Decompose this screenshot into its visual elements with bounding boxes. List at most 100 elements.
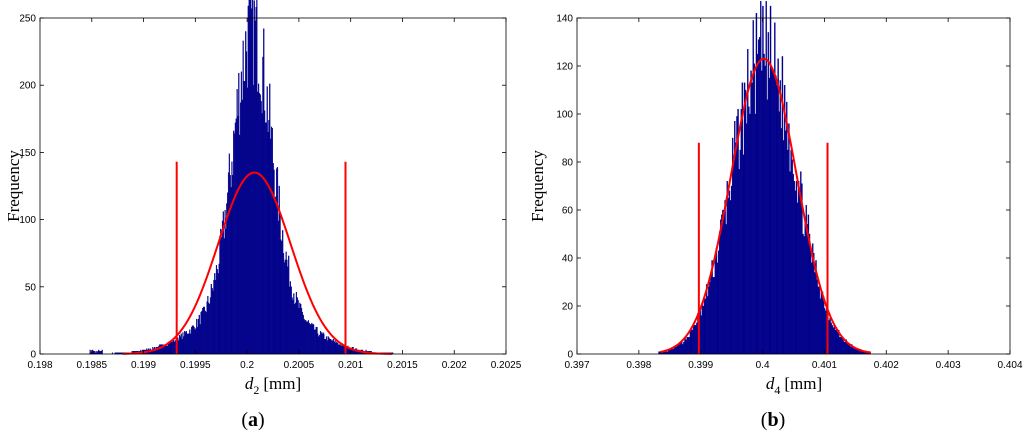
panel-paren-close-b: ) [779,409,786,431]
histogram-bar [819,298,822,355]
histogram-bar [770,68,773,355]
x-tick-label: 0.199 [131,360,156,371]
histogram-bar [789,171,791,355]
histogram-bar [802,233,804,355]
x-tick-label: 0.401 [812,360,837,371]
x-tick-label: 0.399 [688,360,713,371]
x-tick-label: 0.1995 [180,360,211,371]
x-tick-label: 0.2005 [284,360,315,371]
histogram-bar [712,277,714,355]
x-subscript-b: 4 [774,383,780,397]
histogram-bar [772,70,774,355]
y-tick-label: 200 [19,81,36,92]
histogram-bar [724,200,726,355]
x-tick-label: 0.1985 [76,360,107,371]
histogram-bar [677,344,680,355]
histogram-bar [835,327,838,355]
histogram-bar [726,181,728,355]
histogram-bar [766,99,768,355]
histogram-bar [779,80,781,355]
histogram-bar [763,53,765,355]
panel-label-a: (a) [241,409,264,431]
histogram-bar [794,190,797,355]
histogram-bar [746,123,748,355]
histogram-bar [821,291,824,355]
histogram-bar [823,308,826,355]
histogram-bar [855,349,857,355]
histogram-bar [832,327,835,355]
histogram-bar [702,305,705,355]
histogram-bar [769,5,772,355]
histogram-bar [737,109,739,355]
histogram-bar [814,272,816,355]
histogram-bar [692,325,695,355]
panel-paren-open-a: ( [241,409,248,431]
y-tick-label: 150 [19,148,36,159]
x-tick-label: 0.402 [874,360,899,371]
panel-paren-close-a: ) [258,409,265,431]
y-tick-label: 100 [556,110,573,121]
histogram-bar [753,63,755,355]
histogram-bar [813,253,815,355]
histogram-bar [783,85,786,355]
histogram-bar [686,337,688,355]
histogram-bar [793,181,796,355]
histogram-bar [718,231,721,355]
histogram-bar [685,339,687,355]
y-tick-label: 100 [19,215,36,226]
histogram-bar [750,70,752,355]
histogram-bar [681,341,683,355]
histogram-bar [744,89,747,355]
histogram-bar [704,298,707,355]
histogram-bar [786,101,788,355]
histogram-bar [765,1,767,355]
histogram-bar [695,325,697,355]
histogram-bar [841,337,843,355]
histogram-bar [777,58,779,355]
histogram-bar [790,149,792,355]
histogram-bar [707,296,709,355]
histogram-bar [818,286,820,355]
y-axis-label-a: Frequency [4,150,23,222]
histogram-bar [717,250,720,355]
x-unit-a: [mm] [263,374,301,393]
histogram-bar [809,250,812,355]
y-tick-label: 20 [562,302,574,313]
histogram-bar [834,329,837,355]
histogram-bar [780,128,783,355]
x-tick-label: 0.2025 [491,360,522,371]
x-tick-label: 0.404 [997,360,1022,371]
histogram-bar [740,109,743,355]
y-tick-label: 120 [556,62,573,73]
histogram-bar [671,349,673,355]
histogram-bar [792,173,794,355]
y-ticks-a: 0 50 100 150 200 250 [19,14,506,361]
histogram-bar [749,113,751,355]
x-tick-label: 0.2 [240,360,254,371]
y-tick-label: 250 [19,14,36,25]
histogram-bar [738,169,740,355]
x-ticks-a: 0.198 0.1985 0.199 0.1995 0.2 0.2005 0.201 0.20… [27,18,522,371]
histogram-bar [708,286,710,355]
histogram-bar [782,140,785,355]
panel-paren-open-b: ( [761,409,768,431]
histogram-bar [759,37,761,355]
histogram-bar [748,106,750,355]
histogram-bar [682,344,684,355]
y-axis-label-b: Frequency [528,150,547,222]
x-tick-label: 0.198 [27,360,52,371]
histogram-bar [808,233,811,355]
panel-letter-b: b [767,409,778,431]
histogram-bar [843,341,845,355]
histogram-bar [756,53,759,355]
histogram-bar [722,209,724,355]
plot-frame-b [576,17,1011,355]
x-axis-label-a: d2 [mm] [245,374,301,397]
histogram-bar [797,181,800,355]
panel-letter-a: a [248,409,258,431]
histogram-bar [720,219,722,355]
histogram-bar [733,161,735,355]
histogram-bar [810,262,813,355]
chart-b: 0.397 0.398 0.399 0.4 0.401 0.402 0.403 0.404 0… [528,1,1023,431]
histogram-bar [688,337,691,355]
